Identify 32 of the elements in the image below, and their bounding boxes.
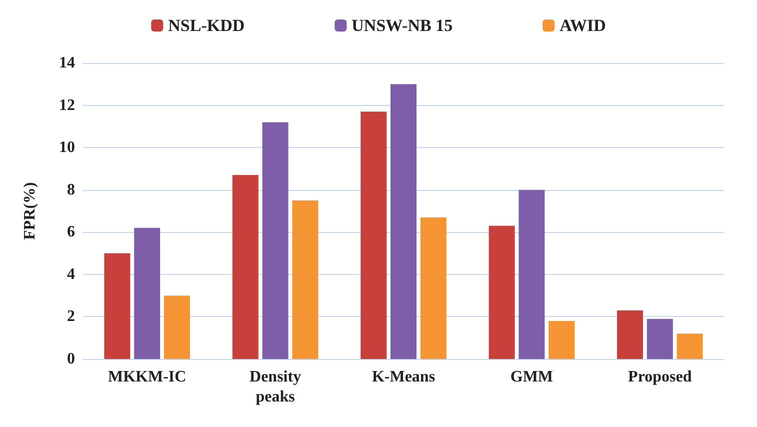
bar <box>390 84 416 359</box>
bar <box>262 122 288 359</box>
bar <box>420 217 446 359</box>
y-tick-label: 8 <box>67 181 75 198</box>
y-tick-label: 4 <box>67 266 75 283</box>
bar <box>232 175 258 359</box>
legend-label: NSL-KDD <box>168 16 245 35</box>
x-tick-label: K-Means <box>372 368 436 386</box>
legend-label: AWID <box>560 16 606 35</box>
y-axis-title: FPR(%) <box>22 182 38 240</box>
x-tick-label: Density peaks <box>250 368 302 406</box>
bar <box>360 112 387 359</box>
bar <box>676 334 703 359</box>
y-tick-label: 6 <box>67 224 75 241</box>
x-tick-label: MKKM-IC <box>108 368 186 386</box>
y-tick-label: 12 <box>59 96 75 114</box>
bar <box>292 200 318 359</box>
bar <box>518 190 545 359</box>
y-tick-label: 2 <box>67 308 75 326</box>
legend-label: UNSW-NB 15 <box>352 16 453 35</box>
y-tick-label: 14 <box>59 54 75 72</box>
y-tick-label: 10 <box>59 139 75 156</box>
bar <box>488 226 515 359</box>
x-tick-label: GMM <box>510 368 554 386</box>
bar <box>104 253 130 359</box>
bar <box>164 296 190 359</box>
bar <box>617 310 643 359</box>
bar <box>548 320 575 359</box>
x-tick-label: Proposed <box>628 368 692 386</box>
bar <box>134 228 160 359</box>
bar <box>646 318 673 359</box>
y-tick-label: 0 <box>67 350 75 368</box>
